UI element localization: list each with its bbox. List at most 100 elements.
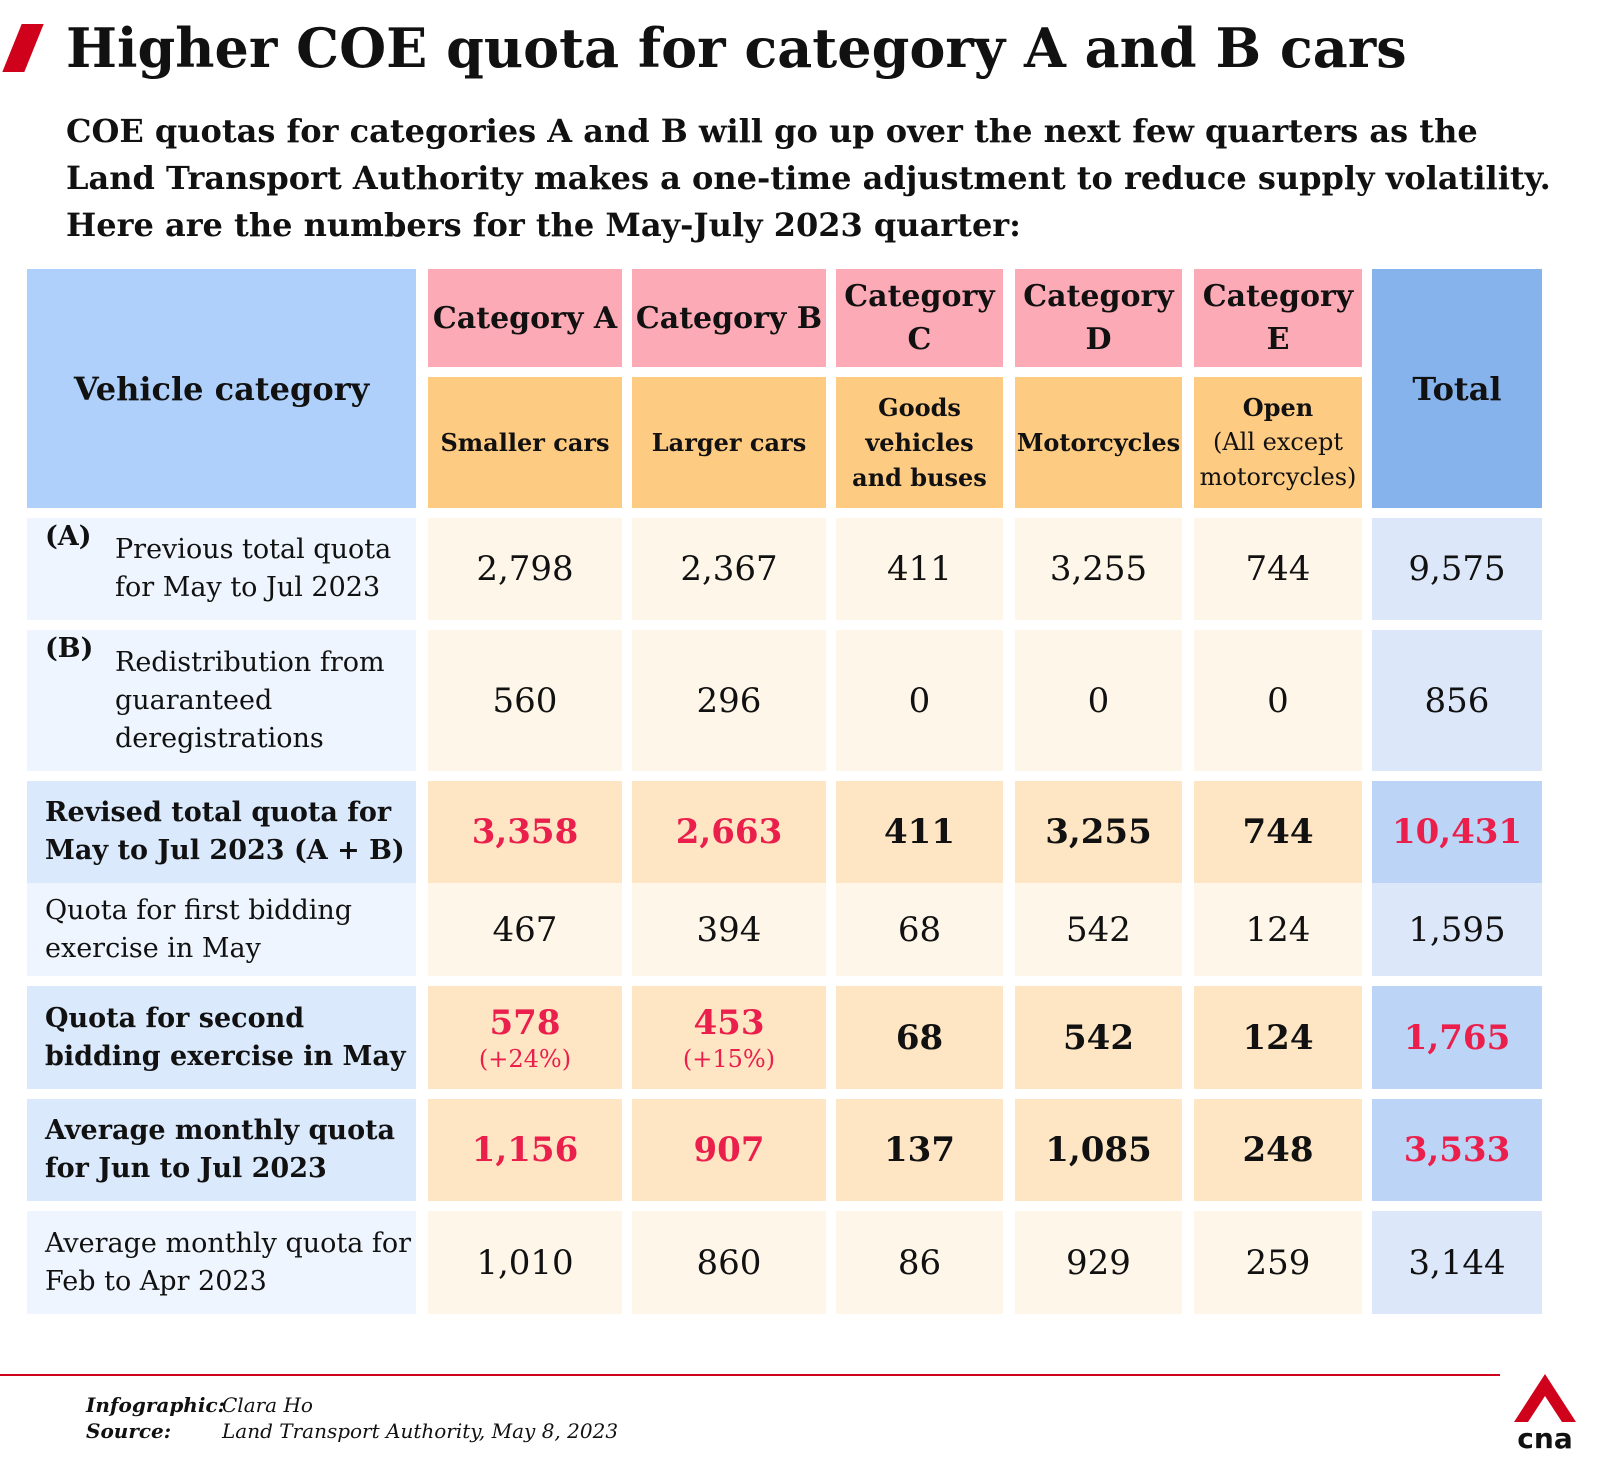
row-label-text: Average monthly quota for Feb to Apr 202… <box>45 1227 412 1297</box>
total-value: 3,533 <box>1403 1130 1511 1170</box>
table-cell: 86 <box>836 1211 1003 1314</box>
table-cell: 542 <box>1015 883 1182 976</box>
table-cell: 467 <box>428 883 622 976</box>
table-cell: 248 <box>1194 1099 1362 1201</box>
cell-value: 3,255 <box>1049 549 1148 589</box>
table-cell: 578 (+24%) <box>428 986 622 1089</box>
table-cell: 744 <box>1194 781 1362 883</box>
table-cell: 296 <box>632 630 826 771</box>
table-cell: 259 <box>1194 1211 1362 1314</box>
cell-value: 860 <box>696 1242 762 1283</box>
cell-value: 137 <box>884 1130 955 1170</box>
cell-value: 0 <box>1087 680 1110 721</box>
table-cell: 411 <box>836 781 1003 883</box>
cell-value: 68 <box>895 1017 944 1058</box>
cell-value: 542 <box>1063 1017 1134 1058</box>
table-cell: 907 <box>632 1099 826 1201</box>
credit-infographic: Infographic: Clara Ho <box>86 1392 618 1418</box>
total-cell: 1,595 <box>1372 883 1542 976</box>
table-cell: 3,255 <box>1015 518 1182 620</box>
table-cell: 3,358 <box>428 781 622 883</box>
total-cell: 3,533 <box>1372 1099 1542 1201</box>
category-desc: Open <box>1242 393 1314 422</box>
table-cell: 929 <box>1015 1211 1182 1314</box>
credit-label: Source: <box>86 1419 172 1443</box>
row-marker: (A) <box>45 521 92 552</box>
cell-change-pct: (+15%) <box>682 1044 776 1073</box>
cell-value: 929 <box>1066 1242 1131 1283</box>
total-value: 1,595 <box>1408 909 1506 950</box>
page-title: Higher COE quota for category A and B ca… <box>66 16 1407 80</box>
table-cell: 0 <box>836 630 1003 771</box>
cell-value: 296 <box>696 680 762 721</box>
cell-value: 68 <box>897 909 942 950</box>
category-name-header: Category E <box>1194 269 1362 367</box>
row-label: Quota for second bidding exercise in May <box>27 986 416 1089</box>
category-name: Category E <box>1202 279 1354 357</box>
row-label: Quota for first bidding exercise in May <box>27 883 416 976</box>
cell-value: 453 <box>693 1002 765 1043</box>
category-name: Category C <box>844 279 995 357</box>
row-label-text: Average monthly quota for Jun to Jul 202… <box>45 1115 396 1184</box>
total-cell: 1,765 <box>1372 986 1542 1089</box>
total-cell: 856 <box>1372 630 1542 771</box>
intro-line: COE quotas for categories A and B will g… <box>66 112 1478 150</box>
total-value: 856 <box>1424 680 1490 721</box>
row-label-text: Quota for second bidding exercise in May <box>45 1002 406 1072</box>
footer-divider <box>0 1374 1500 1376</box>
cell-value: 394 <box>696 909 762 950</box>
credits: Infographic: Clara Ho Source: Land Trans… <box>86 1392 618 1444</box>
credit-source: Source: Land Transport Authority, May 8,… <box>86 1418 618 1444</box>
row-label-text: Revised total quota for May to Jul 2023 … <box>45 797 405 866</box>
category-desc-header: Open (All except motorcycles) <box>1194 377 1362 508</box>
table-cell: 124 <box>1194 883 1362 976</box>
category-desc-header: Goods vehicles and buses <box>836 377 1003 508</box>
accent-slash <box>2 24 44 72</box>
category-desc-note: (All except motorcycles) <box>1199 428 1357 491</box>
category-desc-header: Motorcycles <box>1015 377 1182 508</box>
category-desc-header: Smaller cars <box>428 377 622 508</box>
category-name: Category B <box>635 300 823 336</box>
table-cell: 1,085 <box>1015 1099 1182 1201</box>
table-cell: 1,010 <box>428 1211 622 1314</box>
table-cell: 560 <box>428 630 622 771</box>
category-name-header: Category C <box>836 269 1003 367</box>
category-desc: Goods vehicles and buses <box>852 393 987 492</box>
table-cell: 68 <box>836 883 1003 976</box>
row-label: Average monthly quota for Feb to Apr 202… <box>27 1211 416 1314</box>
cell-value: 248 <box>1242 1130 1314 1170</box>
category-name: Category D <box>1023 279 1174 357</box>
cell-value: 744 <box>1242 812 1314 852</box>
cell-value: 124 <box>1245 909 1311 950</box>
row-label-text: Quota for first bidding exercise in May <box>45 894 353 964</box>
category-desc-header: Larger cars <box>632 377 826 508</box>
credit-value: Land Transport Authority, May 8, 2023 <box>222 1419 619 1443</box>
table-cell: 744 <box>1194 518 1362 620</box>
category-desc: Larger cars <box>651 428 807 457</box>
table-cell: 137 <box>836 1099 1003 1201</box>
table-cell: 0 <box>1015 630 1182 771</box>
row-label-text: Redistribution from guaranteed deregistr… <box>115 646 385 754</box>
cell-value: 1,156 <box>471 1130 579 1170</box>
cell-value: 86 <box>897 1242 942 1283</box>
table-cell: 68 <box>836 986 1003 1089</box>
table-cell: 394 <box>632 883 826 976</box>
credit-value: Clara Ho <box>222 1393 313 1417</box>
cell-value: 2,367 <box>680 549 778 589</box>
cell-value: 411 <box>887 549 952 589</box>
vehicle-category-title: Vehicle category <box>73 369 370 408</box>
total-value: 3,144 <box>1408 1242 1506 1283</box>
table-cell: 2,367 <box>632 518 826 620</box>
cell-value: 744 <box>1245 549 1311 589</box>
table-cell: 2,663 <box>632 781 826 883</box>
row-marker: (B) <box>45 633 94 664</box>
table-cell: 453 (+15%) <box>632 986 826 1089</box>
category-name-header: Category B <box>632 269 826 367</box>
svg-text:cna: cna <box>1517 1422 1572 1452</box>
category-name-header: Category D <box>1015 269 1182 367</box>
cell-value: 907 <box>693 1130 765 1170</box>
cell-value: 0 <box>908 680 931 721</box>
total-value: 10,431 <box>1391 812 1523 852</box>
cell-value: 2,798 <box>476 549 574 589</box>
cna-logo: cna <box>1514 1374 1576 1452</box>
